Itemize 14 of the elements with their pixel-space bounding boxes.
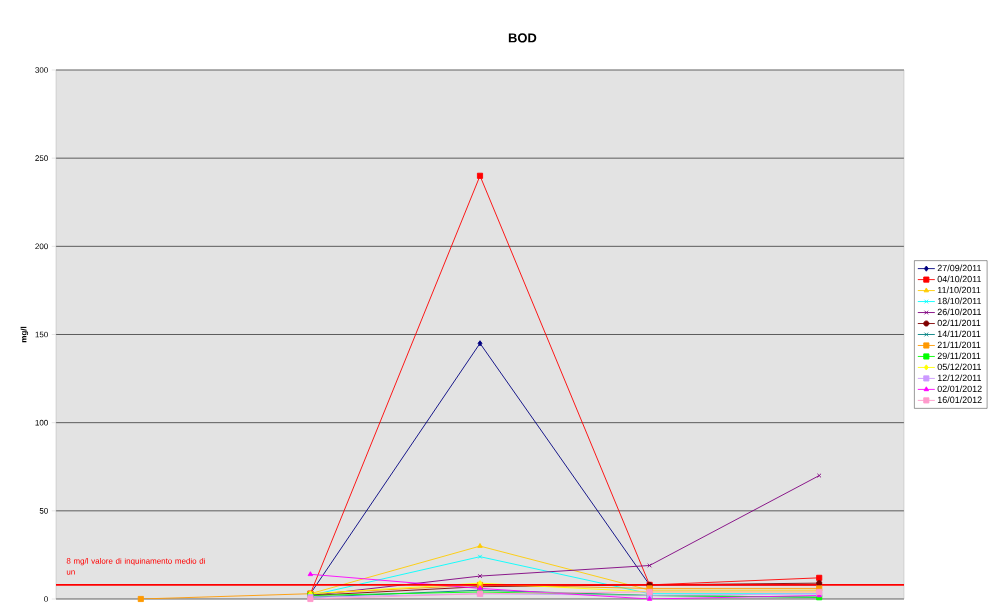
legend-label: 05/12/2011 (937, 363, 982, 371)
legend-label: 02/01/2012 (937, 385, 982, 392)
chart-title: BOD (508, 33, 537, 43)
legend-label: 12/12/2011 (937, 374, 982, 382)
legend-label: 14/11/2011 (937, 330, 981, 338)
legend-label: 11/10/2011 (937, 286, 981, 294)
legend-label: 27/09/2011 (937, 264, 982, 272)
legend-label: 18/10/2011 (937, 297, 982, 305)
legend-label: 02/11/2011 (937, 319, 981, 327)
legend-label: 16/01/2012 (937, 396, 982, 403)
legend-label: 04/10/2011 (937, 275, 982, 283)
legend-label: 21/11/2011 (937, 341, 981, 349)
legend-label: 29/11/2011 (937, 352, 981, 360)
legend-label: 26/10/2011 (937, 308, 982, 316)
